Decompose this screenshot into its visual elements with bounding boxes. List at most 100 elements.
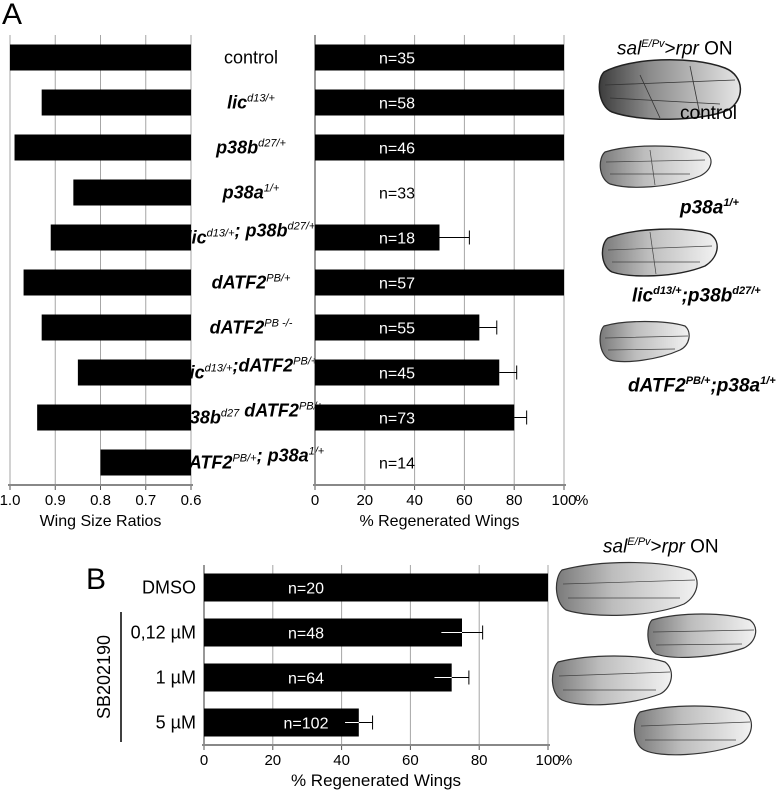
category-label-part: control bbox=[224, 48, 278, 68]
b-n-label: n=20 bbox=[288, 581, 324, 598]
wing-label-p38a-base: p38a bbox=[680, 197, 724, 219]
ratio-tick-label: 0.8 bbox=[90, 492, 111, 509]
wing-photo-b-4 bbox=[633, 705, 753, 756]
wing-label-datf2-p38a-sup2: 1/+ bbox=[760, 375, 776, 387]
ratio-tick-label: 0.7 bbox=[135, 492, 156, 509]
regen-tick-label: 60 bbox=[456, 492, 473, 509]
category-label: licd13/+; p38bd27/+ bbox=[187, 221, 316, 248]
regen-n-label: n=45 bbox=[379, 366, 415, 383]
b-bar bbox=[204, 618, 462, 647]
regen-bar bbox=[315, 269, 564, 296]
photo-title-a: salE/Pv>rpr ON bbox=[617, 38, 733, 60]
b-n-label: n=64 bbox=[288, 671, 324, 688]
b-axis-label: % Regenerated Wings bbox=[291, 771, 461, 790]
b-tick-label: 0 bbox=[200, 752, 208, 769]
ratio-bar bbox=[41, 89, 191, 116]
wing-label-lic-p38b-base2: ;p38b bbox=[681, 285, 733, 307]
wing-photo-b-2 bbox=[647, 613, 757, 658]
ratio-tick-label: 0.6 bbox=[181, 492, 202, 509]
panel-a-label: A bbox=[2, 0, 23, 31]
ratio-bar bbox=[14, 134, 192, 161]
category-label: licd13/+ bbox=[227, 93, 275, 113]
regen-n-label: n=55 bbox=[379, 321, 415, 338]
panel-b-label: B bbox=[86, 563, 107, 596]
b-tick-label: 40 bbox=[333, 752, 350, 769]
wing-label-lic-p38b-sup2: d27/+ bbox=[732, 285, 761, 297]
regen-n-label: n=57 bbox=[379, 276, 415, 293]
category-label: p38bd27/+ bbox=[215, 138, 286, 158]
photo-title-b-on: ON bbox=[684, 536, 719, 558]
regen-tick-label: 100 bbox=[551, 492, 576, 509]
b-tick-suffix: % bbox=[559, 752, 572, 769]
regen-bar bbox=[315, 314, 480, 341]
wing-photo-datf2-p38a bbox=[599, 320, 690, 363]
regen-n-label: n=18 bbox=[379, 231, 415, 248]
ratio-bar bbox=[41, 314, 191, 341]
ratio-tick-label: 1.0 bbox=[0, 492, 20, 509]
regen-tick-label: 80 bbox=[506, 492, 523, 509]
b-tick-label: 100 bbox=[535, 752, 560, 769]
photo-title-a-arrow: > bbox=[664, 38, 676, 60]
photo-title-b-arrow: > bbox=[650, 536, 662, 558]
category-label-part: d13/+ bbox=[205, 363, 233, 375]
category-label-part: 1/+ bbox=[309, 446, 325, 458]
ratio-bar bbox=[23, 269, 192, 296]
regen-n-label: n=73 bbox=[379, 411, 415, 428]
category-label-part: dATF2 bbox=[212, 273, 267, 293]
photo-title-a-gene: sal bbox=[617, 38, 642, 60]
ratio-bar bbox=[10, 44, 191, 71]
photo-title-b-sup: E/Pv bbox=[627, 536, 651, 548]
wing-label-datf2-p38a-sup1: PB/+ bbox=[685, 375, 711, 387]
regen-n-label: n=58 bbox=[379, 96, 415, 113]
category-label-part: PB/+ bbox=[266, 273, 291, 285]
regen-bar bbox=[315, 44, 564, 71]
photo-title-a-on: ON bbox=[698, 38, 733, 60]
b-n-label: n=102 bbox=[284, 716, 329, 733]
category-label: dATF2PB/+; p38a1/+ bbox=[178, 446, 325, 473]
photo-title-a-sup: E/Pv bbox=[641, 38, 665, 50]
ratio-axis-label: Wing Size Ratios bbox=[40, 513, 162, 530]
category-label-part: lic bbox=[227, 93, 247, 113]
b-tick-label: 20 bbox=[264, 752, 281, 769]
regen-n-label: n=35 bbox=[379, 51, 415, 68]
b-bar bbox=[204, 663, 452, 692]
b-category-label: 0,12 µM bbox=[131, 623, 196, 643]
category-label-part: d27/+ bbox=[258, 138, 286, 150]
regen-tick-label: 40 bbox=[406, 492, 423, 509]
category-label-part: d27/+ bbox=[288, 221, 316, 233]
wing-label-datf2-p38a-base1: dATF2 bbox=[628, 375, 686, 397]
category-label-part: dATF2 bbox=[178, 453, 233, 473]
regen-bar bbox=[315, 224, 440, 251]
category-label-part: d27 bbox=[221, 408, 240, 420]
regen-n-label: n=46 bbox=[379, 141, 415, 158]
category-label-part: PB/+ bbox=[232, 453, 257, 465]
regen-bar bbox=[315, 89, 564, 116]
b-tick-label: 60 bbox=[402, 752, 419, 769]
category-label-part: p38b bbox=[215, 138, 258, 158]
ratio-bar bbox=[100, 449, 191, 476]
category-label-part: p38b bbox=[178, 408, 221, 428]
category-label: p38a1/+ bbox=[222, 183, 280, 203]
regen-axis-label: % Regenerated Wings bbox=[359, 513, 519, 530]
category-label: p38bd27 dATF2PB/+ bbox=[178, 401, 324, 428]
photo-title-b-gene2: rpr bbox=[661, 536, 685, 558]
category-label-part: ;dATF2 bbox=[233, 356, 294, 376]
category-label-part: d13/+ bbox=[207, 228, 235, 240]
regen-n-label: n=33 bbox=[379, 186, 415, 203]
category-label: dATF2PB/+ bbox=[212, 273, 291, 293]
wing-photo-control bbox=[598, 58, 742, 121]
category-label: dATF2PB -/- bbox=[210, 318, 293, 338]
b-category-label: 5 µM bbox=[156, 713, 196, 733]
category-label-part: dATF2 bbox=[210, 318, 265, 338]
wing-photo-lic-p38b bbox=[601, 228, 718, 277]
regen-tick-label: 20 bbox=[356, 492, 373, 509]
wing-label-lic-p38b-sup1: d13/+ bbox=[653, 285, 682, 297]
ratio-bar bbox=[37, 404, 192, 431]
wing-label-lic-p38b-base1: lic bbox=[632, 285, 654, 307]
category-label-part: PB/+ bbox=[293, 356, 318, 368]
ratio-bar bbox=[77, 359, 191, 386]
wing-label-control: control bbox=[680, 103, 738, 124]
category-label-part: ; p38b bbox=[235, 221, 288, 241]
category-label-part: lic bbox=[185, 363, 205, 383]
